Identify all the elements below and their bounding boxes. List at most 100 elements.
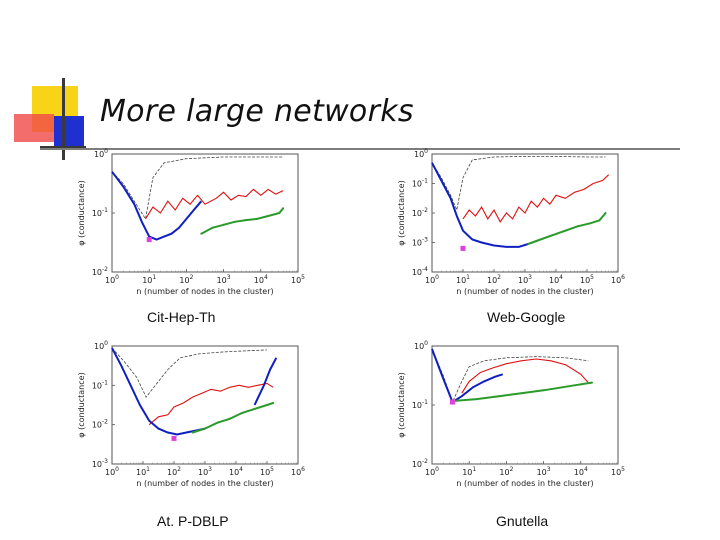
series-green bbox=[192, 402, 274, 434]
series-blue-tail bbox=[253, 357, 278, 406]
series-green bbox=[200, 207, 284, 235]
deco-vertical-bar bbox=[62, 78, 65, 160]
x-tick-label: 106 bbox=[611, 274, 625, 285]
green-point bbox=[241, 411, 244, 414]
x-tick-label: 105 bbox=[291, 274, 305, 285]
green-point bbox=[527, 242, 530, 245]
y-tick-label: 10-2 bbox=[92, 266, 108, 277]
deco-horizontal-bar bbox=[40, 146, 86, 149]
x-axis-label: n (number of nodes in the cluster) bbox=[456, 479, 593, 488]
series-red bbox=[462, 174, 610, 223]
x-tick-label: 106 bbox=[291, 466, 305, 477]
green-point bbox=[475, 398, 478, 401]
green-point bbox=[211, 226, 214, 229]
green-point bbox=[278, 212, 281, 214]
green-point bbox=[191, 431, 194, 434]
x-tick-label: 102 bbox=[179, 274, 193, 285]
min-marker bbox=[146, 237, 152, 243]
x-tick-label: 104 bbox=[254, 274, 268, 285]
chart-web-google: 100 101 102 103 104 105 106 10-4 10-3 10-2 10-1 100… bbox=[392, 148, 632, 298]
series-red bbox=[145, 188, 284, 220]
x-tick-label: 103 bbox=[518, 274, 532, 285]
y-axis-label: φ (conductance) bbox=[77, 372, 86, 437]
x-axis-label: n (number of nodes in the cluster) bbox=[456, 287, 593, 296]
green-point bbox=[539, 238, 542, 241]
x-tick-label: 105 bbox=[580, 274, 594, 285]
y-tick-label: 10-1 bbox=[412, 399, 428, 410]
min-marker bbox=[449, 399, 455, 405]
chart-gnutella: 100 101 102 103 104 105 10-2 10-1 100 n (number o… bbox=[392, 340, 632, 490]
plot-frame bbox=[431, 345, 619, 465]
series-blue bbox=[431, 162, 529, 248]
title-divider bbox=[40, 148, 680, 150]
green-point bbox=[589, 222, 592, 225]
x-tick-label: 103 bbox=[537, 466, 551, 477]
series-dashed bbox=[111, 156, 284, 220]
plot-frame bbox=[111, 153, 299, 273]
series-red bbox=[461, 358, 589, 394]
chart-cit-hep-th: 100 101 102 103 104 105 10-2 10-1 100 n (number o… bbox=[72, 148, 312, 298]
y-tick-label: 10-2 bbox=[92, 419, 108, 430]
green-point bbox=[244, 219, 247, 222]
green-point bbox=[204, 427, 206, 430]
green-point bbox=[266, 404, 268, 406]
y-tick-label: 10-3 bbox=[412, 237, 428, 248]
x-tick-label: 105 bbox=[611, 466, 625, 477]
series-green bbox=[527, 212, 607, 245]
green-point bbox=[497, 395, 500, 398]
x-tick-label: 101 bbox=[456, 274, 470, 285]
green-point bbox=[604, 212, 607, 214]
series-dashed bbox=[111, 347, 268, 398]
slide-title: More large networks bbox=[100, 94, 414, 129]
caption-atp-dblp: At. P-DBLP bbox=[157, 513, 229, 529]
caption-cit-hep-th: Cit-Hep-Th bbox=[147, 309, 216, 325]
green-point bbox=[590, 381, 593, 384]
x-tick-label: 100 bbox=[105, 466, 119, 477]
y-tick-label: 10-1 bbox=[412, 178, 428, 189]
x-tick-label: 100 bbox=[105, 274, 119, 285]
y-tick-label: 10-3 bbox=[92, 458, 108, 469]
y-tick-label: 10-1 bbox=[92, 379, 108, 390]
x-tick-label: 102 bbox=[487, 274, 501, 285]
x-axis-label: n (number of nodes in the cluster) bbox=[136, 287, 273, 296]
green-point bbox=[282, 207, 285, 210]
series-green bbox=[454, 381, 593, 402]
y-axis-label: φ (conductance) bbox=[397, 180, 406, 245]
green-point bbox=[520, 392, 523, 395]
green-point bbox=[233, 220, 236, 223]
x-tick-label: 100 bbox=[425, 466, 439, 477]
y-tick-label: 10-2 bbox=[412, 458, 428, 469]
y-tick-label: 100 bbox=[414, 340, 428, 351]
chart-svg: 100 101 102 103 104 105 10-2 10-1 100 n (number o… bbox=[77, 148, 305, 296]
green-point bbox=[598, 219, 601, 222]
green-point bbox=[222, 223, 225, 226]
green-point bbox=[561, 386, 564, 389]
green-point bbox=[576, 225, 579, 228]
green-point bbox=[272, 402, 275, 405]
x-tick-label: 104 bbox=[574, 466, 588, 477]
caption-web-google: Web-Google bbox=[487, 309, 566, 325]
deco-red-square bbox=[14, 114, 54, 142]
chart-svg: 100 101 102 103 104 105 106 10-4 10-3 10-2 10-1 100… bbox=[397, 148, 625, 296]
y-axis-label: φ (conductance) bbox=[77, 180, 86, 245]
x-tick-label: 104 bbox=[549, 274, 563, 285]
green-point bbox=[253, 407, 256, 410]
x-tick-label: 103 bbox=[217, 274, 231, 285]
green-point bbox=[200, 232, 203, 235]
y-tick-label: 10-1 bbox=[92, 207, 108, 218]
green-point bbox=[579, 383, 582, 386]
y-tick-label: 10-4 bbox=[412, 266, 428, 277]
chart-svg: 100 101 102 103 104 105 106 10-3 10-2 10-1 100 n (n… bbox=[77, 340, 305, 488]
chart-atp-dblp: 100 101 102 103 104 105 106 10-3 10-2 10-1 100 n (n… bbox=[72, 340, 312, 490]
x-tick-label: 101 bbox=[142, 274, 156, 285]
x-tick-label: 100 bbox=[425, 274, 439, 285]
x-tick-label: 103 bbox=[198, 466, 212, 477]
x-tick-label: 102 bbox=[167, 466, 181, 477]
y-axis-label: φ (conductance) bbox=[397, 372, 406, 437]
y-tick-label: 100 bbox=[414, 148, 428, 159]
deco-blue-square bbox=[54, 116, 84, 146]
caption-gnutella: Gnutella bbox=[496, 513, 549, 529]
green-point bbox=[267, 214, 270, 217]
min-marker bbox=[171, 435, 177, 441]
green-point bbox=[551, 234, 554, 237]
